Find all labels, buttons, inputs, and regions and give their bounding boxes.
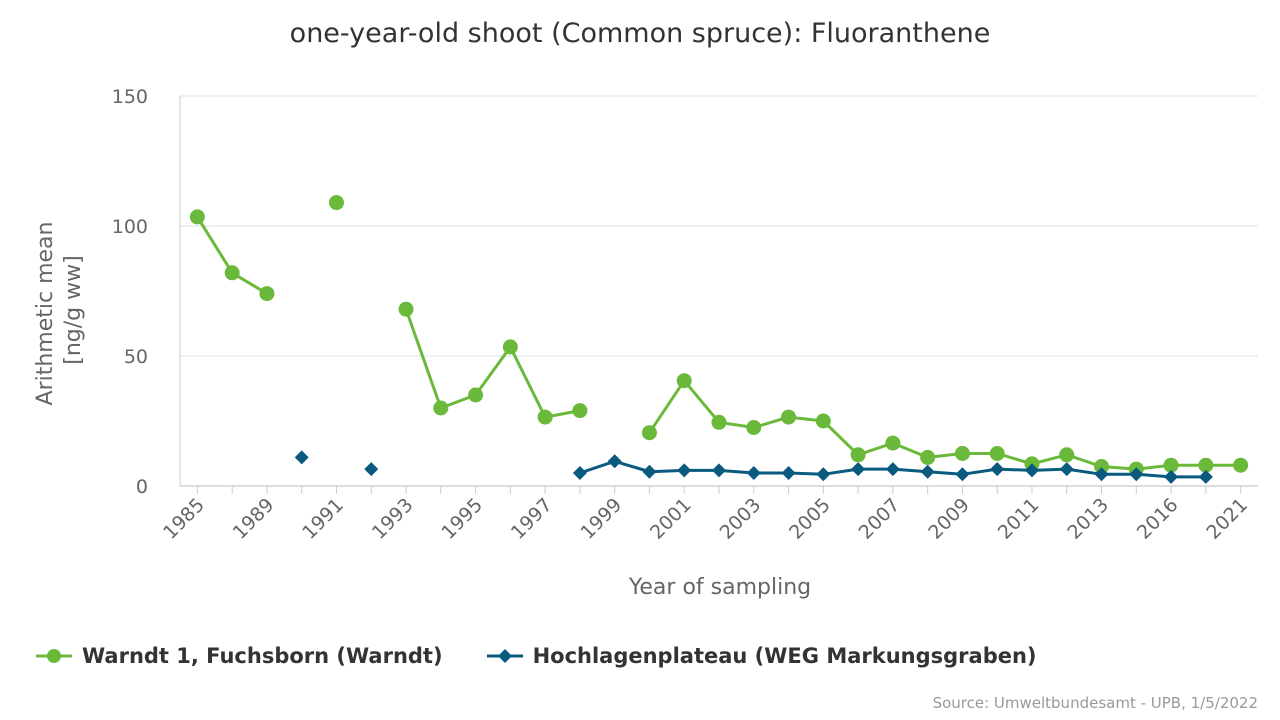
x-tick-label-1993: 1993 — [368, 494, 418, 544]
data-point-1-1998 — [572, 466, 587, 480]
data-point-0-2005 — [815, 413, 831, 429]
legend-label-warndt: Warndt 1, Fuchsborn (Warndt) — [82, 644, 443, 668]
data-point-1-2008 — [920, 464, 935, 479]
legend-item-warndt[interactable]: Warndt 1, Fuchsborn (Warndt) — [36, 644, 443, 668]
data-point-1-2011 — [1024, 463, 1039, 478]
x-tick-label-2011: 2011 — [994, 494, 1044, 544]
data-point-1-2005 — [816, 467, 831, 482]
data-point-0-2013 — [1094, 459, 1110, 474]
data-point-0-1997 — [537, 409, 553, 425]
data-point-0-2012 — [1059, 447, 1075, 463]
legend-marker-circle-icon — [36, 649, 72, 663]
data-point-0-2021 — [1233, 457, 1249, 473]
data-point-1-2000 — [642, 464, 657, 479]
source-credit: Source: Umweltbundesamt - UPB, 1/5/2022 — [932, 694, 1258, 712]
series-layer — [189, 195, 1249, 484]
data-point-0-1994 — [433, 400, 449, 416]
data-point-1-1990 — [294, 450, 309, 465]
data-point-0-2010 — [989, 446, 1005, 461]
x-tick-label-2013: 2013 — [1063, 494, 1113, 544]
data-point-0-2018 — [1198, 457, 1214, 473]
series-0 — [189, 195, 1249, 477]
data-point-1-2003 — [746, 466, 761, 480]
data-point-0-2006 — [850, 447, 866, 463]
data-point-0-2007 — [885, 435, 901, 451]
x-tick-label-2003: 2003 — [716, 494, 766, 544]
x-axis-title: Year of sampling — [628, 575, 811, 600]
legend-item-hochlagenplateau[interactable]: Hochlagenplateau (WEG Markungsgraben) — [486, 644, 1037, 668]
data-point-0-1987 — [224, 265, 240, 281]
data-point-1-2014 — [1129, 467, 1144, 482]
series-0-line — [648, 379, 1241, 471]
data-point-1-2010 — [990, 462, 1005, 477]
data-point-0-1991 — [328, 195, 344, 211]
data-point-0-2001 — [676, 373, 692, 389]
legend-label-hochlagenplateau: Hochlagenplateau (WEG Markungsgraben) — [532, 644, 1037, 668]
x-tick-label-1989: 1989 — [229, 494, 279, 544]
x-tick-label-1997: 1997 — [507, 494, 557, 544]
series-0-line — [404, 308, 581, 419]
data-point-1-2007 — [885, 462, 900, 477]
y-tick-label-50: 50 — [124, 346, 148, 368]
series-0-line — [196, 216, 268, 295]
x-tick-label-1995: 1995 — [437, 494, 487, 544]
data-point-1-2004 — [781, 466, 796, 480]
x-tick-label-2016: 2016 — [1133, 494, 1183, 544]
x-tick-label-2009: 2009 — [924, 494, 974, 544]
x-tick-label-1999: 1999 — [576, 494, 626, 544]
data-point-1-2006 — [851, 462, 866, 477]
data-point-1-2009 — [955, 467, 970, 482]
data-point-0-2016 — [1163, 457, 1179, 473]
data-point-1-2002 — [712, 463, 726, 478]
data-point-1-1992 — [364, 462, 379, 477]
chart-title: one-year-old shoot (Common spruce): Fluo… — [290, 18, 991, 49]
data-point-0-1995 — [468, 387, 484, 403]
y-axis: 0 50 100 150 — [112, 86, 148, 498]
data-point-0-2004 — [781, 409, 797, 425]
y-axis-title-line-1: Arithmetic mean — [33, 222, 58, 406]
data-point-0-1989 — [259, 286, 275, 302]
x-tick-label-2005: 2005 — [785, 494, 835, 544]
data-point-0-1998 — [572, 403, 588, 419]
data-point-1-2012 — [1059, 462, 1074, 477]
data-point-0-2002 — [711, 414, 727, 430]
data-point-0-1985 — [189, 209, 205, 225]
data-point-1-2016 — [1164, 469, 1179, 484]
data-point-0-2008 — [920, 449, 936, 465]
data-point-1-2018 — [1198, 469, 1213, 484]
legend-marker-diamond-icon — [486, 649, 523, 663]
data-point-0-1996 — [502, 339, 518, 355]
x-tick-label-2021: 2021 — [1202, 494, 1252, 544]
data-point-0-2000 — [641, 425, 657, 441]
x-tick-label-1985: 1985 — [159, 494, 209, 544]
data-point-1-2001 — [677, 463, 692, 478]
legend: Warndt 1, Fuchsborn (Warndt) Hochlagenpl… — [36, 644, 1037, 668]
x-axis: 1985 1989 1991 1993 1995 1997 1999 2001 2003 2005… — [159, 486, 1252, 544]
y-axis-title-line-2: [ng/g ww] — [61, 255, 86, 364]
y-tick-label-150: 150 — [112, 86, 148, 108]
data-point-0-1993 — [398, 301, 414, 317]
chart: one-year-old shoot (Common spruce): Fluo… — [33, 18, 1258, 600]
series-1 — [294, 450, 1213, 484]
data-point-1-1999 — [607, 454, 622, 469]
x-tick-label-1991: 1991 — [298, 494, 348, 544]
y-axis-title: Arithmetic mean [ng/g ww] — [33, 215, 86, 406]
data-point-0-2009 — [954, 446, 970, 461]
y-tick-label-0: 0 — [136, 476, 148, 498]
data-point-0-2003 — [746, 420, 762, 435]
x-tick-label-2007: 2007 — [855, 494, 905, 544]
x-tick-label-2001: 2001 — [646, 494, 696, 544]
y-tick-label-100: 100 — [112, 216, 148, 238]
data-point-1-2013 — [1094, 467, 1109, 482]
